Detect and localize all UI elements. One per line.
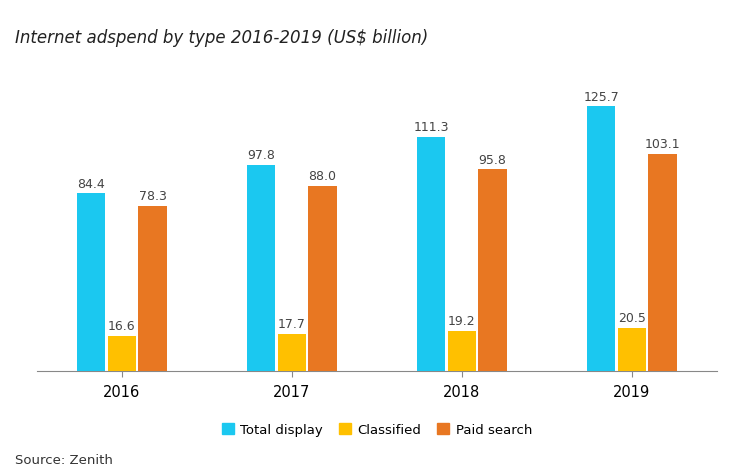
Legend: Total display, Classified, Paid search: Total display, Classified, Paid search	[217, 417, 537, 441]
Text: 16.6: 16.6	[108, 320, 136, 333]
Text: 84.4: 84.4	[78, 177, 105, 190]
Text: 78.3: 78.3	[139, 190, 166, 203]
Bar	[448, 331, 476, 371]
Bar	[248, 166, 276, 371]
Bar	[278, 334, 306, 371]
Text: 97.8: 97.8	[248, 149, 275, 162]
Bar	[618, 328, 646, 371]
Bar	[648, 155, 676, 371]
Text: 19.2: 19.2	[448, 314, 476, 327]
Bar	[418, 138, 446, 371]
Text: Internet adspend by type 2016-2019 (US$ billion): Internet adspend by type 2016-2019 (US$ …	[15, 29, 428, 47]
Text: 125.7: 125.7	[583, 90, 619, 103]
Text: 111.3: 111.3	[414, 121, 449, 134]
Bar	[78, 194, 106, 371]
Bar	[588, 107, 616, 371]
Text: Source: Zenith: Source: Zenith	[15, 454, 112, 466]
Text: 20.5: 20.5	[618, 311, 646, 325]
Text: 88.0: 88.0	[308, 169, 336, 183]
Text: 17.7: 17.7	[278, 317, 306, 330]
Bar	[108, 337, 136, 371]
Bar	[478, 170, 506, 371]
Bar	[138, 207, 166, 371]
Bar	[308, 187, 336, 371]
Text: 95.8: 95.8	[479, 153, 506, 166]
Text: 103.1: 103.1	[644, 138, 681, 151]
